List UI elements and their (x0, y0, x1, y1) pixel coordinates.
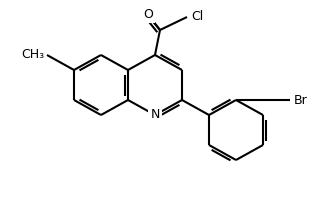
Text: Cl: Cl (191, 10, 203, 23)
Text: N: N (150, 108, 160, 121)
Text: O: O (143, 9, 153, 22)
Text: Br: Br (294, 94, 308, 106)
Text: CH₃: CH₃ (21, 49, 44, 62)
